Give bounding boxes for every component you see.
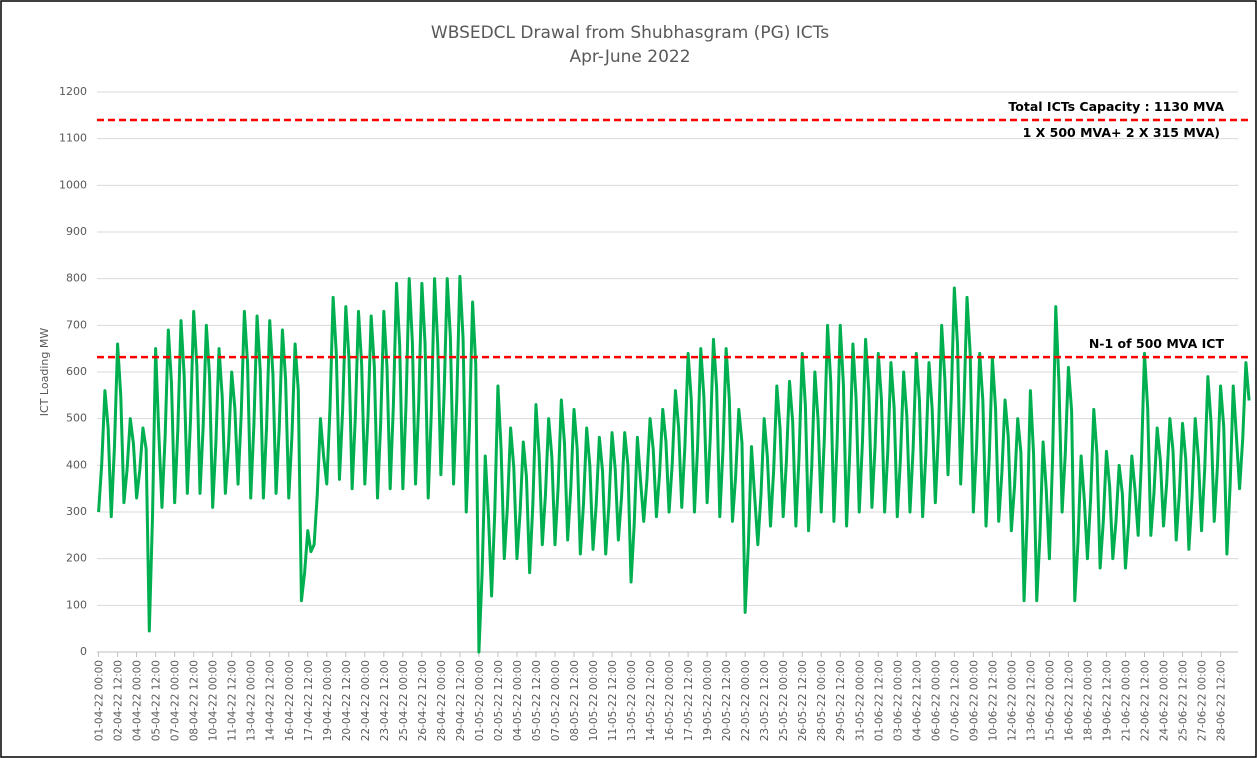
x-tick-label: 22-04-22 00:00 (360, 660, 372, 741)
x-tick-label: 15-06-22 00:00 (1044, 660, 1056, 741)
x-tick-label: 26-04-22 12:00 (417, 660, 429, 741)
x-tick-label: 20-04-22 12:00 (341, 660, 353, 741)
data-line (97, 274, 1251, 654)
y-axis-label: ICT Loading MW (38, 328, 51, 417)
x-tick-label: 23-04-22 12:00 (379, 660, 391, 741)
x-tick-label: 16-04-22 00:00 (284, 660, 296, 741)
y-tick-label: 800 (66, 272, 87, 285)
x-tick-label: 04-04-22 00:00 (132, 660, 144, 741)
x-tick-label: 05-05-22 12:00 (531, 660, 543, 741)
x-tick-label: 04-06-22 12:00 (911, 660, 923, 741)
x-tick-label: 13-05-22 00:00 (626, 660, 638, 741)
x-tick-label: 08-05-22 12:00 (569, 660, 581, 741)
y-tick-label: 200 (66, 552, 87, 565)
x-tick-label: 10-06-22 12:00 (987, 660, 999, 741)
x-tick-label: 09-06-22 00:00 (968, 660, 980, 741)
x-tick-label: 02-05-22 12:00 (493, 660, 505, 741)
x-tick-label: 13-04-22 00:00 (246, 660, 258, 741)
x-tick-label: 26-05-22 12:00 (797, 660, 809, 741)
x-tick-label: 01-06-22 12:00 (873, 660, 885, 741)
x-tick-label: 28-06-22 12:00 (1216, 660, 1228, 741)
y-tick-label: 700 (66, 318, 87, 331)
x-tick-label: 16-06-22 12:00 (1063, 660, 1075, 741)
x-tick-label: 14-04-22 12:00 (265, 660, 277, 741)
x-tick-label: 22-06-22 12:00 (1140, 660, 1152, 741)
x-tick-label: 16-05-22 00:00 (664, 660, 676, 741)
y-tick-label: 0 (80, 645, 87, 658)
x-tick-label: 10-04-22 00:00 (208, 660, 220, 741)
x-tick-label: 22-05-22 00:00 (740, 660, 752, 741)
y-tick-label: 900 (66, 225, 87, 238)
y-tick-label: 1200 (59, 85, 87, 98)
y-tick-label: 400 (66, 458, 87, 471)
reference-sublabel: 1 X 500 MVA+ 2 X 315 MVA) (1023, 125, 1220, 140)
x-tick-label: 20-05-22 12:00 (721, 660, 733, 741)
x-tick-label: 21-06-22 00:00 (1120, 660, 1132, 741)
x-tick-label: 29-05-22 12:00 (835, 660, 847, 741)
reference-label: N-1 of 500 MVA ICT (1089, 336, 1225, 351)
x-tick-label: 19-04-22 00:00 (322, 660, 334, 741)
x-tick-label: 01-04-22 00:00 (94, 660, 106, 741)
y-tick-label: 100 (66, 598, 87, 611)
x-tick-label: 17-04-22 12:00 (303, 660, 315, 741)
x-tick-label: 12-06-22 00:00 (1006, 660, 1018, 741)
x-tick-label: 19-05-22 00:00 (702, 660, 714, 741)
chart-subtitle: Apr-June 2022 (569, 47, 690, 67)
x-tick-label: 05-04-22 12:00 (151, 660, 163, 741)
x-tick-label: 11-05-22 12:00 (607, 660, 619, 741)
x-tick-label: 10-05-22 00:00 (588, 660, 600, 741)
x-tick-label: 31-05-22 00:00 (854, 660, 866, 741)
x-tick-label: 17-05-22 12:00 (683, 660, 695, 741)
x-tick-label: 01-05-22 00:00 (474, 660, 486, 741)
x-tick-label: 14-05-22 12:00 (645, 660, 657, 741)
x-tick-label: 04-05-22 00:00 (512, 660, 524, 741)
x-tick-label: 02-04-22 12:00 (113, 660, 125, 741)
x-tick-label: 08-04-22 12:00 (189, 660, 201, 741)
x-tick-label: 28-05-22 00:00 (816, 660, 828, 741)
y-tick-label: 1000 (59, 178, 87, 191)
x-tick-label: 07-04-22 00:00 (170, 660, 182, 741)
x-tick-label: 03-06-22 00:00 (892, 660, 904, 741)
x-tick-label: 13-06-22 12:00 (1025, 660, 1037, 741)
x-tick-label: 07-06-22 12:00 (949, 660, 961, 741)
x-tick-label: 18-06-22 00:00 (1082, 660, 1094, 741)
x-tick-label: 29-04-22 12:00 (455, 660, 467, 741)
x-tick-label: 07-05-22 00:00 (550, 660, 562, 741)
x-tick-label: 11-04-22 12:00 (227, 660, 239, 741)
x-tick-label: 24-06-22 00:00 (1159, 660, 1171, 741)
reference-label: Total ICTs Capacity : 1130 MVA (1008, 99, 1224, 114)
x-tick-label: 19-06-22 12:00 (1101, 660, 1113, 741)
x-tick-label: 06-06-22 00:00 (930, 660, 942, 741)
chart-title: WBSEDCL Drawal from Shubhasgram (PG) ICT… (431, 23, 829, 43)
y-tick-label: 300 (66, 505, 87, 518)
x-tick-label: 25-05-22 00:00 (778, 660, 790, 741)
x-tick-label: 28-04-22 00:00 (436, 660, 448, 741)
x-tick-label: 25-06-22 12:00 (1178, 660, 1190, 741)
x-tick-label: 25-04-22 00:00 (398, 660, 410, 741)
y-tick-label: 1100 (59, 132, 87, 145)
x-tick-label: 23-05-22 12:00 (759, 660, 771, 741)
x-tick-label: 27-06-22 00:00 (1197, 660, 1209, 741)
y-tick-label: 600 (66, 365, 87, 378)
y-tick-label: 500 (66, 412, 87, 425)
